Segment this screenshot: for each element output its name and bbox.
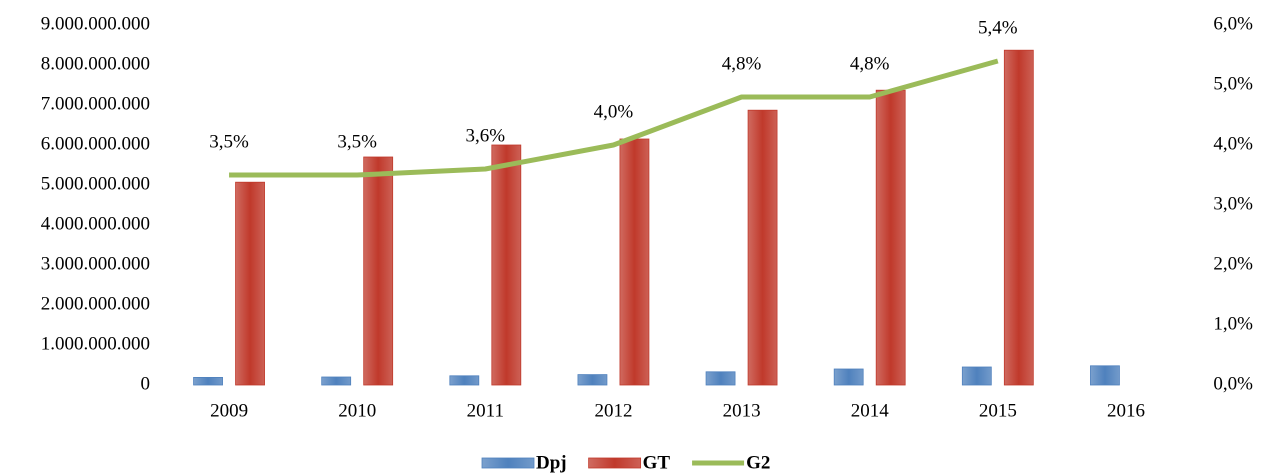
legend: Dpj GT G2 [481, 452, 770, 473]
bar [193, 376, 223, 386]
bar [1003, 49, 1034, 386]
data-label: 5,4% [978, 17, 1018, 38]
x-tick-label: 2014 [851, 400, 890, 421]
bar [747, 109, 778, 386]
legend-swatch [481, 457, 535, 469]
legend-label: GT [643, 452, 671, 473]
y-tick-label: 7.000.000.000 [41, 93, 150, 114]
legend-swatch [588, 457, 642, 469]
x-tick-label: 2013 [723, 400, 761, 421]
line [229, 58, 999, 178]
y2-tick-label: 1,0% [1213, 313, 1253, 334]
y2-tick-label: 3,0% [1213, 193, 1253, 214]
y2-tick-label: 2,0% [1213, 253, 1253, 274]
x-tick-label: 2016 [1107, 400, 1145, 421]
y-tick-label: 4.000.000.000 [41, 213, 150, 234]
y-tick-label: 5.000.000.000 [41, 173, 150, 194]
y-tick-label: 0 [141, 373, 151, 394]
data-label: 3,5% [209, 131, 249, 152]
y2-tick-label: 4,0% [1213, 133, 1253, 154]
y-tick-label: 6.000.000.000 [41, 133, 150, 154]
data-label: 3,6% [466, 125, 506, 146]
legend-label: G2 [746, 452, 770, 473]
y-tick-label: 1.000.000.000 [41, 333, 150, 354]
bar [491, 144, 522, 386]
data-label: 4,0% [594, 101, 634, 122]
bar [363, 156, 394, 386]
y2-tick-label: 6,0% [1213, 13, 1253, 34]
y-tick-label: 2.000.000.000 [41, 293, 150, 314]
y2-tick-label: 0,0% [1213, 373, 1253, 394]
x-tick-label: 2009 [210, 400, 248, 421]
y-tick-label: 3.000.000.000 [41, 253, 150, 274]
bar [961, 366, 992, 386]
bar [619, 138, 650, 386]
legend-label: Dpj [536, 452, 567, 473]
data-label: 4,8% [722, 53, 762, 74]
bar [577, 374, 608, 386]
x-tick-label: 2015 [979, 400, 1017, 421]
bar [449, 375, 480, 386]
bar [321, 376, 352, 386]
data-label: 3,5% [337, 131, 377, 152]
bar [875, 89, 906, 386]
y-tick-label: 8.000.000.000 [41, 53, 150, 74]
y-tick-label: 9.000.000.000 [41, 13, 150, 34]
data-label: 4,8% [850, 53, 890, 74]
y2-tick-label: 5,0% [1213, 73, 1253, 94]
x-tick-label: 2011 [467, 400, 504, 421]
bar [833, 368, 864, 386]
x-tick-label: 2010 [338, 400, 376, 421]
bar [1090, 365, 1120, 386]
bar [235, 181, 265, 386]
bar [705, 371, 736, 386]
x-tick-label: 2012 [594, 400, 632, 421]
